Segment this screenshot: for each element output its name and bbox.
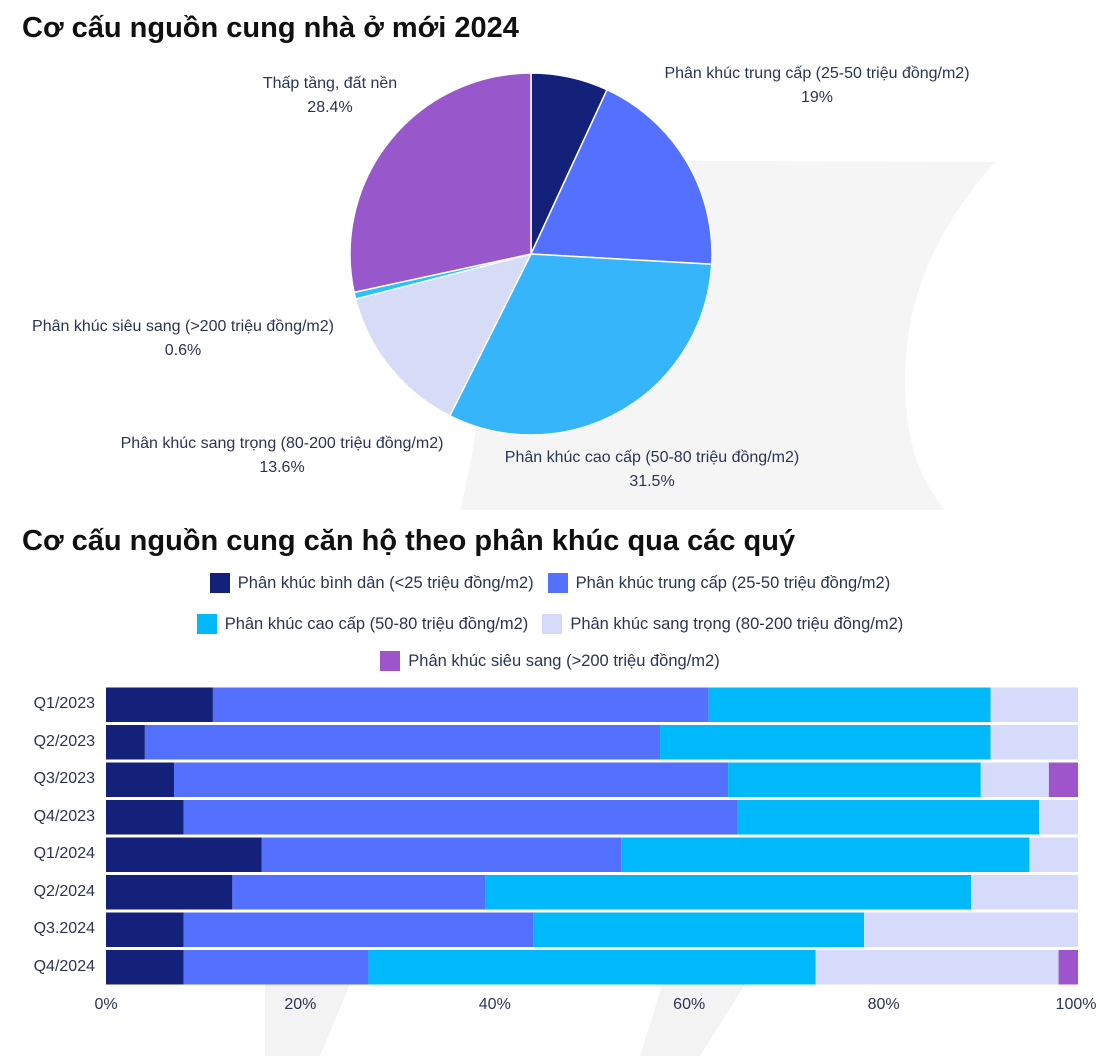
- bar-segment: [660, 725, 991, 760]
- legend-row: Phân khúc cao cấp (50-80 triệu đồng/m2) …: [0, 614, 1100, 634]
- legend-row: Phân khúc bình dân (<25 triệu đồng/m2) P…: [0, 573, 1100, 593]
- bar-segment: [1039, 800, 1078, 835]
- bar-segment: [232, 875, 486, 910]
- bar-segment: [815, 950, 1059, 985]
- x-tick-label: 40%: [478, 996, 511, 1013]
- bar-segment: [106, 837, 262, 872]
- bar-segment: [144, 725, 661, 760]
- pie-label-sieu-sang: Phân khúc siêu sang (>200 triệu đồng/m2)…: [32, 315, 334, 363]
- category-label: Q1/2024: [33, 845, 95, 862]
- bar-segment: [1058, 950, 1078, 985]
- legend-item-binh-dan: Phân khúc bình dân (<25 triệu đồng/m2): [209, 573, 534, 593]
- pie-label-value: 31.5%: [629, 473, 675, 490]
- x-tick-label: 60%: [673, 996, 706, 1013]
- bar-segment: [183, 912, 534, 947]
- bar-chart-title: Cơ cấu nguồn cung căn hộ theo phân khúc …: [22, 525, 796, 557]
- bar-segment: [737, 800, 1040, 835]
- bar-segment: [485, 875, 972, 910]
- bar-segment: [106, 687, 213, 722]
- bar-segment: [990, 687, 1078, 722]
- pie-label-thap-tang: Thấp tầng, đất nền 28.4%: [263, 72, 397, 120]
- category-label: Q4/2023: [33, 807, 95, 825]
- legend-swatch: [547, 573, 568, 593]
- bar-segment: [864, 912, 1078, 947]
- pie-chart-title: Cơ cấu nguồn cung nhà ở mới 2024: [22, 12, 519, 44]
- bar-segment: [728, 762, 981, 797]
- pie-label-value: 19%: [800, 89, 834, 106]
- bar-segment: [106, 912, 184, 947]
- bar-segment: [621, 837, 1030, 872]
- bar-segment: [261, 837, 622, 872]
- category-label: Q3/2023: [33, 770, 95, 787]
- x-tick-label: 80%: [867, 996, 900, 1013]
- legend-swatch: [542, 614, 563, 634]
- legend-swatch: [209, 573, 230, 593]
- pie-label-cao-cap: Phân khúc cao cấp (50-80 triệu đồng/m2) …: [505, 446, 799, 494]
- legend-label: Phân khúc siêu sang (>200 triệu đồng/m2): [408, 651, 720, 670]
- bar-segment: [990, 725, 1078, 760]
- legend-label: Phân khúc sang trọng (80-200 triệu đồng/…: [570, 614, 904, 633]
- category-label: Q4/2024: [33, 957, 95, 975]
- bar-segment: [212, 687, 709, 722]
- category-label: Q2/2023: [33, 732, 95, 750]
- legend-label: Phân khúc cao cấp (50-80 triệu đồng/m2): [224, 614, 529, 633]
- x-tick-label: 0%: [94, 996, 118, 1013]
- bar-segment: [708, 687, 991, 722]
- legend-row: Phân khúc siêu sang (>200 triệu đồng/m2): [0, 651, 1100, 671]
- bar-segment: [980, 762, 1049, 797]
- pie-label-name: Phân khúc sang trọng (80-200 triệu đồng/…: [120, 435, 444, 452]
- bar-segment: [1048, 762, 1078, 797]
- pie-label-name: Phân khúc trung cấp (25-50 triệu đồng/m2…: [664, 65, 970, 82]
- bar-segment: [183, 950, 369, 985]
- legend-label: Phân khúc trung cấp (25-50 triệu đồng/m2…: [575, 573, 891, 592]
- bar-segment: [533, 912, 865, 947]
- pie-label-value: 13.6%: [259, 459, 305, 476]
- x-tick-label: 100%: [1055, 996, 1097, 1013]
- pie-slice-2: [448, 253, 713, 436]
- legend-item-cao-cap: Phân khúc cao cấp (50-80 triệu đồng/m2): [196, 614, 529, 634]
- legend-item-sieu-sang: Phân khúc siêu sang (>200 triệu đồng/m2): [380, 651, 720, 671]
- pie-label-name: Phân khúc siêu sang (>200 triệu đồng/m2): [32, 318, 334, 335]
- category-label: Q1/2023: [33, 695, 95, 712]
- bar-segment: [183, 800, 738, 835]
- pie-label-name: Phân khúc cao cấp (50-80 triệu đồng/m2): [504, 449, 800, 466]
- bar-segment: [106, 875, 233, 910]
- legend-swatch: [380, 651, 401, 671]
- pie-label-value: 28.4%: [307, 99, 353, 116]
- legend-label: Phân khúc bình dân (<25 triệu đồng/m2): [237, 573, 534, 592]
- legend-item-sang-trong: Phân khúc sang trọng (80-200 triệu đồng/…: [542, 614, 903, 634]
- pie-label-name: Thấp tầng, đất nền: [262, 75, 398, 92]
- category-label: Q3.2024: [33, 920, 95, 937]
- bar-segment: [106, 725, 145, 760]
- bar-segment: [1029, 837, 1078, 872]
- pie-label-sang-trong: Phân khúc sang trọng (80-200 triệu đồng/…: [121, 432, 444, 480]
- x-tick-label: 20%: [284, 996, 317, 1013]
- category-label: Q2/2024: [33, 882, 95, 900]
- pie-slice-5: [349, 72, 532, 294]
- legend-swatch: [196, 614, 217, 634]
- bar-segment: [971, 875, 1078, 910]
- pie-slice-3: [354, 252, 533, 417]
- bar-segment: [106, 762, 175, 797]
- pie-slice-1: [529, 88, 713, 266]
- bar-segment: [368, 950, 816, 985]
- bar-segment: [174, 762, 729, 797]
- pie-label-trung-cap: Phân khúc trung cấp (25-50 triệu đồng/m2…: [664, 62, 969, 110]
- bar-segment: [106, 950, 184, 985]
- bar-segment: [106, 800, 184, 835]
- legend-item-trung-cap: Phân khúc trung cấp (25-50 triệu đồng/m2…: [547, 573, 891, 593]
- pie-label-value: 0.6%: [164, 342, 202, 359]
